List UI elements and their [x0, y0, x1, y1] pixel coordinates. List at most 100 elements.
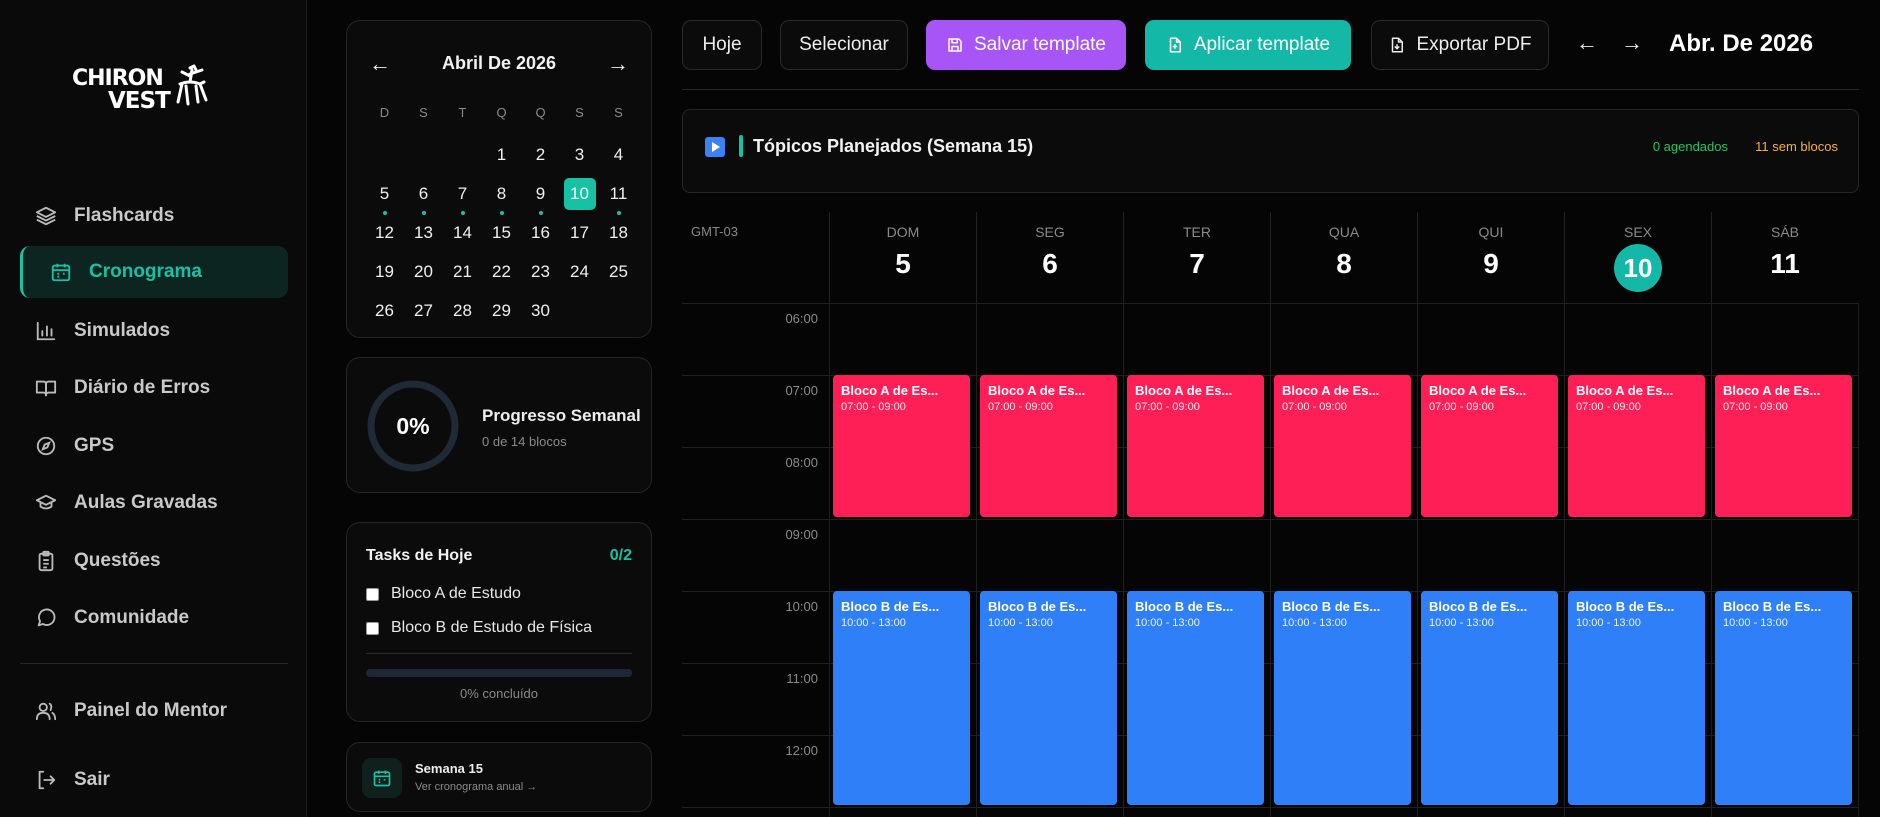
sidebar-item-label: Aulas Gravadas [74, 492, 218, 513]
calendar-next-button[interactable]: → [607, 51, 629, 76]
play-icon[interactable] [705, 137, 725, 157]
calendar-day-number: 27 [414, 301, 433, 320]
sidebar-item-aulas-gravadas[interactable]: Aulas Gravadas [20, 477, 288, 529]
day-header-ter[interactable]: TER 7 [1123, 212, 1270, 303]
study-block-event[interactable]: Bloco B de Es... 10:00 - 13:00 [1421, 591, 1558, 805]
calendar-day-number: 26 [375, 301, 394, 320]
calendar-day[interactable]: 2 [521, 139, 560, 178]
calendar-day[interactable]: 12 [365, 217, 404, 256]
event-time: 07:00 - 09:00 [1135, 401, 1200, 413]
event-title: Bloco B de Es... [1576, 599, 1675, 614]
study-block-event[interactable]: Bloco B de Es... 10:00 - 13:00 [980, 591, 1117, 805]
sidebar-item-flashcards[interactable]: Flashcards [20, 190, 288, 242]
study-block-event[interactable]: Bloco B de Es... 10:00 - 13:00 [1568, 591, 1705, 805]
day-header-qui[interactable]: QUI 9 [1417, 212, 1564, 303]
day-header-sáb[interactable]: SÁB 11 [1711, 212, 1858, 303]
calendar-day[interactable]: 28 [443, 295, 482, 334]
calendar-day[interactable]: 21 [443, 256, 482, 295]
sidebar-item-diario-de-erros[interactable]: Diário de Erros [20, 362, 288, 414]
sidebar-item-sair[interactable]: Sair [20, 754, 288, 806]
sidebar-item-simulados[interactable]: Simulados [20, 305, 288, 357]
sidebar-item-painel-do-mentor[interactable]: Painel do Mentor [20, 685, 288, 737]
day-header-dom[interactable]: DOM 5 [829, 212, 976, 303]
select-button[interactable]: Selecionar [780, 20, 908, 70]
export-pdf-button[interactable]: Exportar PDF [1371, 20, 1549, 70]
study-block-event[interactable]: Bloco A de Es... 07:00 - 09:00 [1274, 375, 1411, 517]
event-dot [500, 211, 504, 215]
sidebar-item-comunidade[interactable]: Comunidade [20, 592, 288, 644]
calendar-day[interactable]: 26 [365, 295, 404, 334]
hour-divider [682, 375, 1859, 376]
calendar-day[interactable]: 1 [482, 139, 521, 178]
calendar-day[interactable]: 17 [560, 217, 599, 256]
study-block-event[interactable]: Bloco A de Es... 07:00 - 09:00 [1421, 375, 1558, 517]
calendar-day-number: 17 [570, 223, 589, 242]
calendar-day[interactable]: 15 [482, 217, 521, 256]
calendar-day-today[interactable]: 10 [560, 178, 599, 217]
sidebar-item-label: GPS [74, 435, 115, 456]
calendar-day[interactable]: 22 [482, 256, 521, 295]
calendar-day[interactable]: 8 [482, 178, 521, 217]
sidebar-item-questoes[interactable]: Questões [20, 535, 288, 587]
export-pdf-label: Exportar PDF [1416, 34, 1532, 55]
task-checkbox[interactable] [366, 587, 379, 601]
day-header-seg[interactable]: SEG 6 [976, 212, 1123, 303]
column-divider [1564, 303, 1565, 817]
day-name: DOM [886, 224, 920, 240]
day-header-qua[interactable]: QUA 8 [1270, 212, 1417, 303]
week-card[interactable]: Semana 15 Ver cronograma anual → [346, 742, 652, 812]
calendar-day[interactable]: 23 [521, 256, 560, 295]
event-title: Bloco B de Es... [841, 599, 940, 614]
calendar-day[interactable]: 11 [599, 178, 638, 217]
annual-schedule-link[interactable]: Ver cronograma anual → [415, 781, 538, 793]
calendar-day[interactable]: 16 [521, 217, 560, 256]
calendar-day[interactable]: 7 [443, 178, 482, 217]
calendar-day[interactable]: 25 [599, 256, 638, 295]
day-header-sex[interactable]: SEX 10 [1564, 212, 1711, 303]
study-block-event[interactable]: Bloco A de Es... 07:00 - 09:00 [1127, 375, 1264, 517]
study-block-event[interactable]: Bloco A de Es... 07:00 - 09:00 [833, 375, 970, 517]
save-template-button[interactable]: Salvar template [926, 20, 1126, 70]
calendar-day[interactable]: 6 [404, 178, 443, 217]
day-date-number: 8 [1336, 248, 1352, 279]
calendar-blank [443, 139, 482, 178]
today-button[interactable]: Hoje [682, 20, 762, 70]
study-block-event[interactable]: Bloco A de Es... 07:00 - 09:00 [1715, 375, 1852, 517]
calendar-day[interactable]: 3 [560, 139, 599, 178]
calendar-day[interactable]: 27 [404, 295, 443, 334]
calendar-day[interactable]: 13 [404, 217, 443, 256]
calendar-day-number: 21 [453, 262, 472, 281]
event-time: 10:00 - 13:00 [1135, 617, 1200, 629]
calendar-day[interactable]: 20 [404, 256, 443, 295]
study-block-event[interactable]: Bloco B de Es... 10:00 - 13:00 [1274, 591, 1411, 805]
planned-topics-panel[interactable]: Tópicos Planejados (Semana 15) 0 agendad… [682, 109, 1859, 193]
event-title: Bloco A de Es... [988, 383, 1086, 398]
study-block-event[interactable]: Bloco B de Es... 10:00 - 13:00 [1715, 591, 1852, 805]
study-block-event[interactable]: Bloco B de Es... 10:00 - 13:00 [1127, 591, 1264, 805]
task-checkbox[interactable] [366, 621, 379, 635]
column-divider [1417, 303, 1418, 817]
calendar-day[interactable]: 14 [443, 217, 482, 256]
apply-template-button[interactable]: Aplicar template [1145, 20, 1351, 70]
event-time: 10:00 - 13:00 [1429, 617, 1494, 629]
calendar-day[interactable]: 24 [560, 256, 599, 295]
study-block-event[interactable]: Bloco A de Es... 07:00 - 09:00 [1568, 375, 1705, 517]
study-block-event[interactable]: Bloco B de Es... 10:00 - 13:00 [833, 591, 970, 805]
study-block-event[interactable]: Bloco A de Es... 07:00 - 09:00 [980, 375, 1117, 517]
calendar-day[interactable]: 29 [482, 295, 521, 334]
sidebar-item-gps[interactable]: GPS [20, 420, 288, 472]
calendar-day[interactable]: 18 [599, 217, 638, 256]
sidebar-item-label: Simulados [74, 320, 171, 341]
calendar-day[interactable]: 4 [599, 139, 638, 178]
week-next-button[interactable]: → [1621, 30, 1643, 55]
column-divider [829, 303, 830, 817]
progress-title: Progresso Semanal [482, 406, 641, 425]
sidebar-item-cronograma[interactable]: Cronograma [20, 246, 288, 298]
calendar-day[interactable]: 5 [365, 178, 404, 217]
calendar-day[interactable]: 9 [521, 178, 560, 217]
calendar-day[interactable]: 30 [521, 295, 560, 334]
week-prev-button[interactable]: ← [1576, 30, 1598, 55]
calendar-prev-button[interactable]: ← [369, 51, 391, 76]
chiron-vest-logo[interactable]: CHIRON VEST [70, 60, 220, 116]
calendar-day[interactable]: 19 [365, 256, 404, 295]
